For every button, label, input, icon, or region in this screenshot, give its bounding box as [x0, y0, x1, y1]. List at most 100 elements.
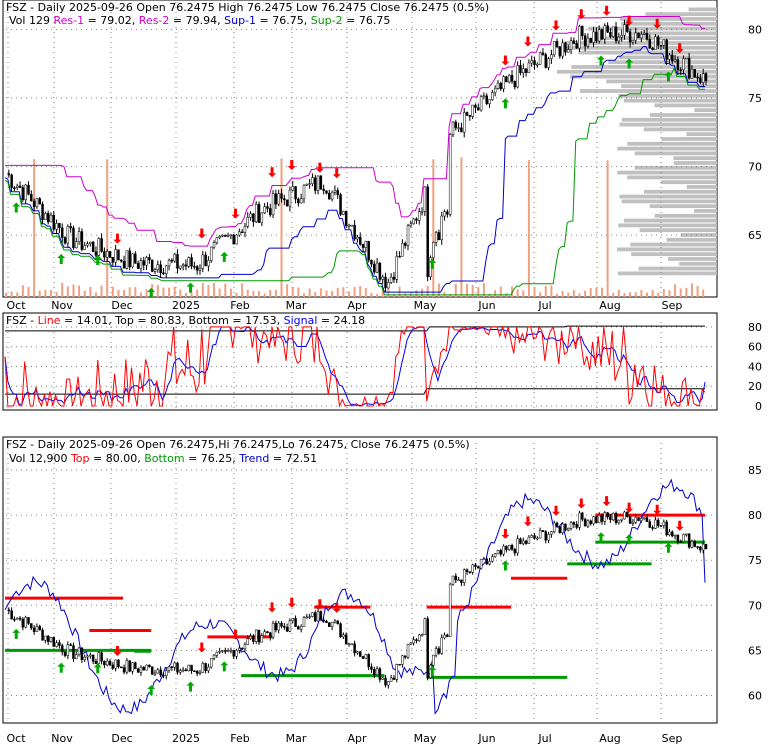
volume-bar — [522, 290, 525, 297]
sell-arrow-icon — [315, 162, 324, 173]
x-tick-label: Jul — [537, 732, 551, 745]
candle-body — [505, 545, 508, 550]
volume-bar — [617, 289, 620, 297]
sell-arrow-icon — [625, 15, 634, 26]
stochastic-panel-frame — [2, 312, 718, 411]
candle-body — [693, 69, 697, 78]
candle-body — [589, 37, 592, 43]
sell-arrow-icon — [197, 228, 206, 239]
candle-body — [207, 260, 210, 267]
candle-body — [446, 634, 449, 637]
volume-bar — [364, 288, 367, 297]
candle-body — [662, 521, 666, 526]
candle-body — [555, 522, 559, 527]
candle-body — [280, 622, 283, 627]
candle-body — [586, 37, 590, 47]
volume-profile-bar — [639, 228, 717, 233]
candle-body — [190, 257, 193, 267]
candle-body — [510, 75, 514, 82]
sell-arrow-icon — [268, 167, 277, 178]
candle-body — [474, 104, 477, 108]
candle-body — [260, 212, 264, 223]
candle-body — [364, 240, 368, 248]
candle-body — [285, 199, 289, 207]
candle-body — [387, 681, 390, 686]
sell-arrow-icon — [552, 20, 561, 31]
volume-bar — [477, 287, 480, 297]
volume-profile-bar — [634, 165, 717, 170]
volume-bar — [533, 286, 536, 297]
candle-body — [614, 513, 618, 523]
candle-body — [524, 68, 528, 73]
candle-body — [350, 224, 354, 227]
volume-profile-bar — [638, 266, 717, 271]
header-segment: Sup-2 — [311, 14, 343, 27]
candle-body — [361, 244, 365, 248]
candle-body — [91, 654, 95, 662]
sell-arrow-icon — [675, 43, 684, 54]
volume-profile-bar — [686, 185, 717, 189]
x-tick-label: Sep — [662, 732, 683, 745]
candle-body — [136, 668, 140, 673]
candle-body — [569, 522, 573, 529]
candle-body — [693, 541, 697, 547]
candle-body — [30, 193, 33, 202]
volume-bar — [196, 289, 199, 297]
candle-body — [454, 121, 458, 129]
volume-bar — [33, 159, 36, 297]
header-segment: = 80.83, — [134, 314, 189, 327]
candle-body — [550, 54, 553, 59]
candle-body — [597, 515, 601, 523]
x-tick-label: 2025 — [172, 299, 200, 312]
candle-body — [13, 618, 16, 621]
candle-body — [125, 250, 129, 269]
candle-body — [49, 637, 53, 642]
candle-body — [547, 58, 550, 68]
candle-body — [671, 54, 674, 62]
sell-arrow-icon — [653, 504, 662, 515]
candle-body — [527, 62, 531, 73]
candle-body — [479, 96, 483, 111]
candle-body — [477, 107, 480, 111]
candle-body — [536, 64, 539, 66]
candle-body — [423, 618, 427, 635]
candle-body — [305, 616, 309, 619]
candle-body — [229, 649, 233, 652]
volume-bar — [117, 289, 120, 297]
volume-bar — [702, 289, 705, 297]
candle-body — [254, 203, 258, 222]
candle-body — [581, 25, 584, 36]
candle-body — [15, 617, 19, 620]
buy-arrow-icon — [147, 287, 156, 298]
x-tick-label: Nov — [51, 732, 73, 745]
candle-body — [75, 241, 78, 248]
candle-body — [221, 650, 224, 652]
volume-profile-bar — [621, 84, 717, 89]
volume-profile-bar — [621, 199, 717, 204]
candle-body — [212, 242, 216, 248]
candle-body — [659, 525, 663, 527]
volume-profile-bar — [588, 26, 717, 31]
volume-bar — [10, 291, 13, 297]
candle-body — [58, 223, 61, 229]
buy-arrow-icon — [147, 685, 156, 696]
candle-body — [434, 648, 438, 656]
candle-body — [229, 234, 233, 237]
volume-bar — [561, 291, 564, 297]
candle-body — [572, 40, 576, 44]
volume-profile-bar — [570, 74, 717, 79]
stochastic-y-tick-label: 80 — [748, 321, 762, 334]
candle-body — [370, 666, 373, 670]
candle-body — [311, 177, 314, 184]
candle-body — [224, 235, 227, 237]
buy-arrow-icon — [57, 662, 66, 673]
candle-body — [204, 254, 207, 267]
candle-body — [493, 553, 497, 557]
header-segment: = 76.75, — [256, 14, 311, 27]
trend-panel-x-axis: Oct Nov Dec 2025 Feb Mar Apr May Jun Jul Aug Sep — [6, 732, 682, 745]
volume-bar — [494, 290, 497, 297]
candle-body — [440, 215, 443, 240]
candle-body — [361, 656, 365, 659]
candle-body — [690, 541, 694, 548]
candle-body — [558, 526, 562, 533]
